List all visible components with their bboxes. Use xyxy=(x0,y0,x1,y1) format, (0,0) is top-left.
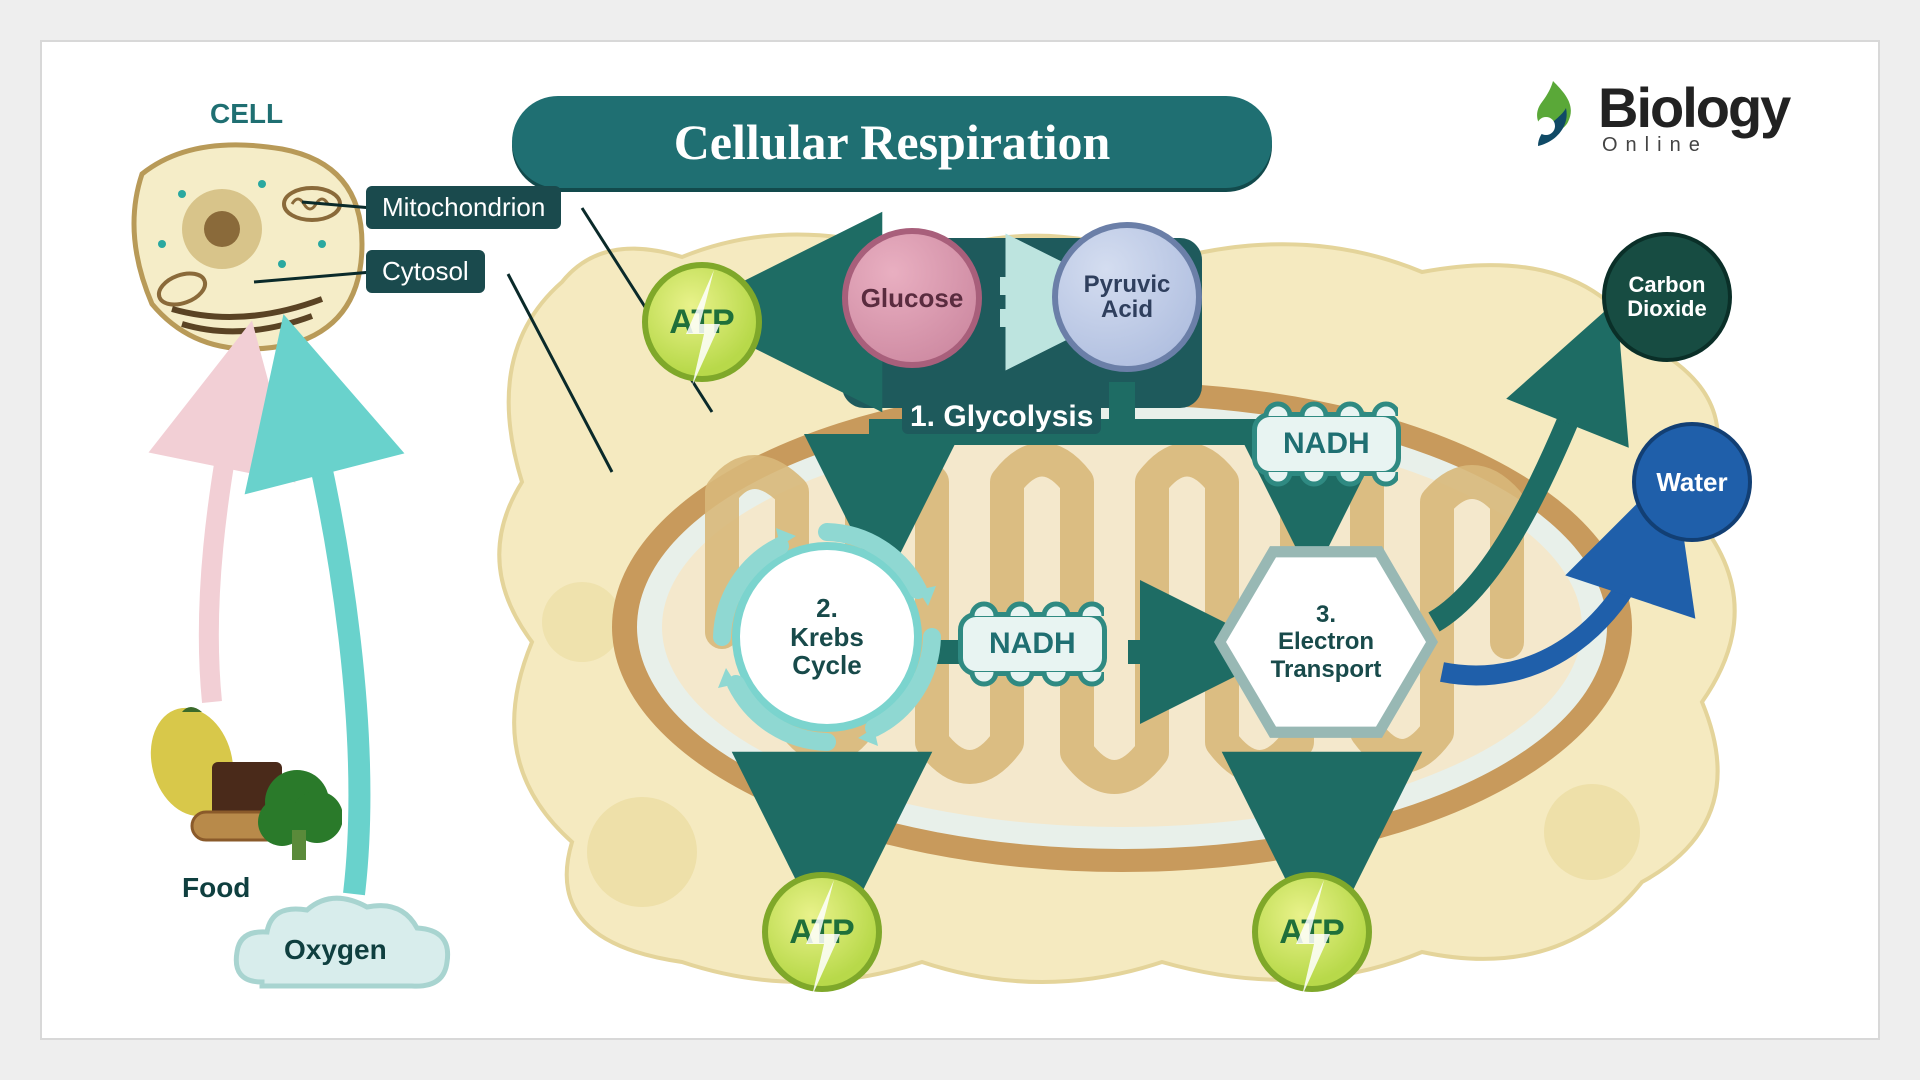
water-label: Water xyxy=(1656,467,1727,498)
logo-text: Biology xyxy=(1598,75,1789,140)
pyruvic-label: Pyruvic Acid xyxy=(1084,272,1171,322)
nadh-bumps-bot-icon xyxy=(1258,470,1398,496)
etc-hex: 3. Electron Transport xyxy=(1226,552,1426,732)
diagram-title: Cellular Respiration xyxy=(512,96,1272,188)
step1-label: 1. Glycolysis xyxy=(902,400,1101,434)
co2-label: Carbon Dioxide xyxy=(1627,273,1706,321)
co2-circle: Carbon Dioxide xyxy=(1602,232,1732,362)
glucose-label: Glucose xyxy=(861,283,964,314)
step3-num: 3. xyxy=(1316,601,1336,629)
diagram-canvas: Biology Online Cellular Respiration CELL… xyxy=(40,40,1880,1040)
krebs-wrap: 2. Krebs Cycle xyxy=(732,542,922,732)
cell-illustration xyxy=(112,134,372,364)
nadh-1-wrap: NADH xyxy=(1252,412,1401,476)
glucose-circle: Glucose xyxy=(842,228,982,368)
pyruvic-circle: Pyruvic Acid xyxy=(1052,222,1202,372)
nadh-bumps-bot-icon xyxy=(964,670,1104,696)
step3-label: Electron Transport xyxy=(1271,628,1382,683)
brand-logo: Biology Online xyxy=(1518,66,1848,166)
food-illustration xyxy=(132,702,342,872)
atp-spark-icon xyxy=(1252,872,1384,1004)
nadh-1: NADH xyxy=(1252,412,1401,476)
atp-3: ATP xyxy=(1252,872,1372,992)
cell-label: CELL xyxy=(210,98,283,130)
oxygen-label: Oxygen xyxy=(284,934,387,966)
krebs-cycle-arrows-icon xyxy=(708,518,946,756)
atp-1: ATP xyxy=(642,262,762,382)
logo-subtext: Online xyxy=(1602,134,1789,157)
nadh-2-wrap: NADH xyxy=(958,612,1107,676)
atp-spark-icon xyxy=(642,262,774,394)
atp-2: ATP xyxy=(762,872,882,992)
logo-icon xyxy=(1518,76,1588,156)
nadh-bumps-top-icon xyxy=(1258,392,1398,418)
nadh-2: NADH xyxy=(958,612,1107,676)
nadh-bumps-top-icon xyxy=(964,592,1104,618)
water-circle: Water xyxy=(1632,422,1752,542)
atp-spark-icon xyxy=(762,872,894,1004)
